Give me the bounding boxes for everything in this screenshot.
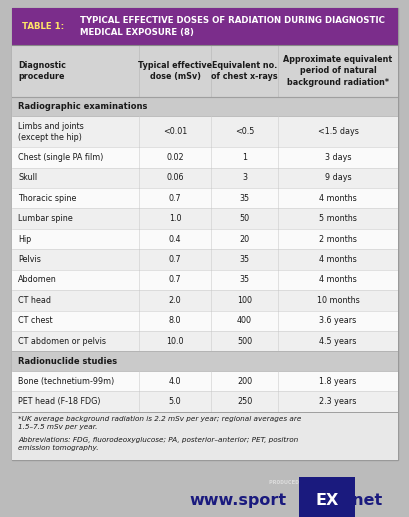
Text: 5 months: 5 months bbox=[318, 214, 356, 223]
Bar bbox=[12, 188, 397, 208]
Text: TYPICAL EFFECTIVE DOSES OF RADIATION DURING DIAGNOSTIC
MEDICAL EXPOSURE (8): TYPICAL EFFECTIVE DOSES OF RADIATION DUR… bbox=[79, 16, 384, 37]
Text: PET head (F-18 FDG): PET head (F-18 FDG) bbox=[18, 397, 100, 406]
Text: 250: 250 bbox=[236, 397, 252, 406]
Text: Limbs and joints
(except the hip): Limbs and joints (except the hip) bbox=[18, 121, 83, 142]
Text: 0.7: 0.7 bbox=[169, 194, 181, 203]
Bar bbox=[12, 249, 397, 270]
Text: 4.5 years: 4.5 years bbox=[319, 337, 356, 346]
Text: Diagnostic
procedure: Diagnostic procedure bbox=[18, 61, 66, 81]
Text: 400: 400 bbox=[236, 316, 252, 325]
Bar bbox=[12, 8, 397, 45]
Text: 50: 50 bbox=[239, 214, 249, 223]
Text: 35: 35 bbox=[239, 276, 249, 284]
Text: 1.0: 1.0 bbox=[169, 214, 181, 223]
Text: 200: 200 bbox=[236, 377, 252, 386]
Text: 9 days: 9 days bbox=[324, 173, 351, 183]
Text: Typical effective
dose (mSv): Typical effective dose (mSv) bbox=[138, 61, 212, 81]
Bar bbox=[12, 229, 397, 249]
Bar bbox=[12, 290, 397, 311]
Text: Equivalent no.
of chest x-rays: Equivalent no. of chest x-rays bbox=[211, 61, 277, 81]
Bar bbox=[12, 168, 397, 188]
Text: 0.02: 0.02 bbox=[166, 153, 184, 162]
Text: 1.8 years: 1.8 years bbox=[319, 377, 356, 386]
Text: Skull: Skull bbox=[18, 173, 37, 183]
Text: *UK average background radiation is 2.2 mSv per year; regional averages are
1.5–: *UK average background radiation is 2.2 … bbox=[18, 416, 301, 430]
Bar bbox=[12, 45, 397, 97]
Text: 3: 3 bbox=[241, 173, 246, 183]
Bar bbox=[12, 371, 397, 391]
Bar bbox=[12, 116, 397, 147]
Text: 35: 35 bbox=[239, 255, 249, 264]
Text: 0.4: 0.4 bbox=[169, 235, 181, 244]
Text: Radiographic examinations: Radiographic examinations bbox=[18, 102, 147, 111]
Text: 10.0: 10.0 bbox=[166, 337, 183, 346]
Text: Radionuclide studies: Radionuclide studies bbox=[18, 357, 117, 366]
Text: Pelvis: Pelvis bbox=[18, 255, 41, 264]
Text: EX: EX bbox=[315, 493, 338, 508]
Text: 5.0: 5.0 bbox=[169, 397, 181, 406]
Text: 4.0: 4.0 bbox=[169, 377, 181, 386]
Text: 3 days: 3 days bbox=[324, 153, 351, 162]
Text: Chest (single PA film): Chest (single PA film) bbox=[18, 153, 103, 162]
Text: CT chest: CT chest bbox=[18, 316, 53, 325]
Text: 4 months: 4 months bbox=[318, 194, 356, 203]
Text: 500: 500 bbox=[236, 337, 252, 346]
Text: Abdomen: Abdomen bbox=[18, 276, 57, 284]
Text: <1.5 days: <1.5 days bbox=[317, 127, 357, 136]
Text: PRODUCED BY: PRODUCED BY bbox=[269, 480, 310, 484]
Text: 0.06: 0.06 bbox=[166, 173, 183, 183]
Bar bbox=[12, 208, 397, 229]
Text: www.sport: www.sport bbox=[189, 493, 285, 508]
Text: .net: .net bbox=[345, 493, 381, 508]
Text: <0.5: <0.5 bbox=[234, 127, 254, 136]
Text: 0.7: 0.7 bbox=[169, 255, 181, 264]
Text: <0.01: <0.01 bbox=[163, 127, 187, 136]
Bar bbox=[12, 352, 397, 371]
Bar bbox=[12, 147, 397, 168]
Text: 0.7: 0.7 bbox=[169, 276, 181, 284]
Text: 8.0: 8.0 bbox=[169, 316, 181, 325]
Text: 35: 35 bbox=[239, 194, 249, 203]
Text: Approximate equivalent
period of natural
background radiation*: Approximate equivalent period of natural… bbox=[283, 55, 391, 86]
Bar bbox=[12, 97, 397, 116]
Text: 10 months: 10 months bbox=[316, 296, 358, 305]
Text: 2.3 years: 2.3 years bbox=[319, 397, 356, 406]
Bar bbox=[12, 331, 397, 352]
Text: 100: 100 bbox=[236, 296, 252, 305]
Text: Thoracic spine: Thoracic spine bbox=[18, 194, 76, 203]
Bar bbox=[12, 412, 397, 460]
Text: Abbreviations: FDG, fluorodeoxyglucose; PA, posterior–anterior; PET, positron
em: Abbreviations: FDG, fluorodeoxyglucose; … bbox=[18, 437, 298, 451]
Text: 4 months: 4 months bbox=[318, 255, 356, 264]
Text: CT head: CT head bbox=[18, 296, 51, 305]
Text: Hip: Hip bbox=[18, 235, 31, 244]
Text: 2 months: 2 months bbox=[318, 235, 356, 244]
Text: TABLE 1:: TABLE 1: bbox=[22, 22, 64, 31]
Text: CT abdomen or pelvis: CT abdomen or pelvis bbox=[18, 337, 106, 346]
Text: 2.0: 2.0 bbox=[169, 296, 181, 305]
Text: 3.6 years: 3.6 years bbox=[319, 316, 356, 325]
Text: Lumbar spine: Lumbar spine bbox=[18, 214, 73, 223]
Text: Bone (technetium-99m): Bone (technetium-99m) bbox=[18, 377, 114, 386]
Bar bbox=[12, 270, 397, 290]
Text: 4 months: 4 months bbox=[318, 276, 356, 284]
Bar bbox=[12, 311, 397, 331]
Text: 1: 1 bbox=[241, 153, 246, 162]
Bar bbox=[12, 391, 397, 412]
Text: 20: 20 bbox=[239, 235, 249, 244]
